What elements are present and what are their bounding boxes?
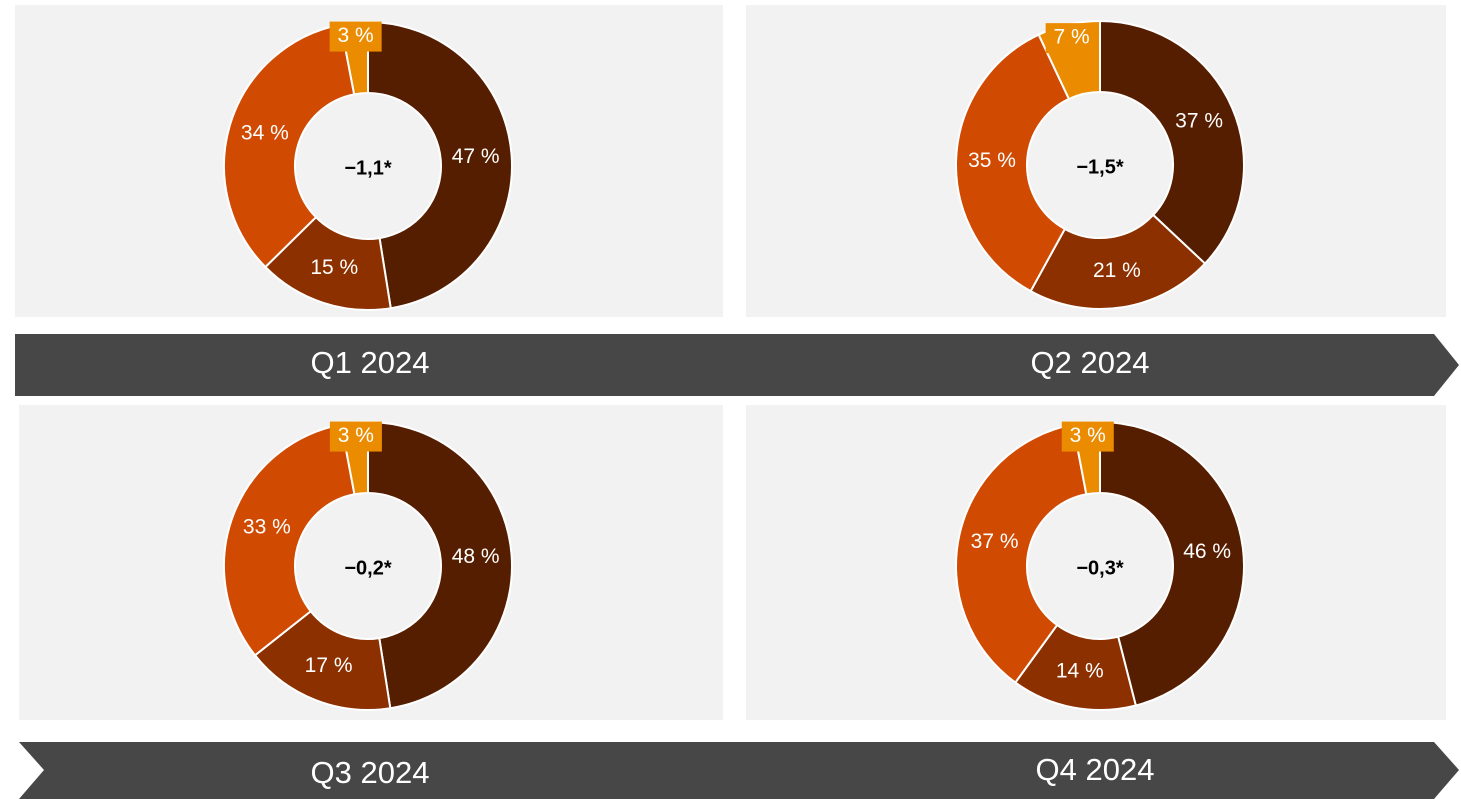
data-label: 14 % (1056, 660, 1104, 683)
donut-slice (955, 423, 1088, 684)
chart-title: Q4 2024 (1036, 752, 1155, 787)
data-label: 37 % (971, 530, 1019, 553)
data-label: 35 % (968, 149, 1016, 172)
data-label: 37 % (1175, 110, 1223, 133)
data-label: 21 % (1093, 259, 1141, 282)
data-label: 15 % (310, 256, 358, 279)
donut-slice (1099, 19, 1245, 265)
timeline-banner (15, 334, 1459, 396)
chart-title: Q1 2024 (311, 345, 430, 380)
data-label: 3 % (338, 24, 374, 47)
timeline-banner (19, 742, 1459, 799)
data-label: 34 % (241, 121, 289, 144)
label-box (329, 21, 382, 52)
center-label: −1,1* (344, 157, 391, 179)
data-label: 7 % (1054, 26, 1090, 49)
chart-title: Q3 2024 (311, 755, 430, 790)
data-label: 3 % (338, 424, 374, 447)
donut-slice (1099, 420, 1245, 707)
donut-slice (1029, 213, 1207, 310)
donut-slice (223, 23, 356, 269)
donut-slice (367, 20, 513, 310)
donut-slice (955, 33, 1071, 293)
donut-slice (253, 609, 392, 711)
center-label: −0,3* (1076, 557, 1123, 579)
label-box (1045, 23, 1098, 54)
label-box (329, 421, 382, 452)
data-label: 17 % (305, 654, 353, 677)
data-label: 33 % (243, 516, 291, 539)
data-label: 48 % (452, 545, 500, 568)
data-label: 46 % (1183, 540, 1231, 563)
data-label: 47 % (452, 145, 500, 168)
donut-slice (223, 423, 356, 657)
center-label: −0,2* (344, 557, 391, 579)
label-box (1061, 421, 1114, 452)
center-label: −1,5* (1076, 156, 1123, 178)
data-label: 3 % (1070, 424, 1106, 447)
donut-slice (367, 420, 513, 710)
chart-title: Q2 2024 (1031, 345, 1150, 380)
